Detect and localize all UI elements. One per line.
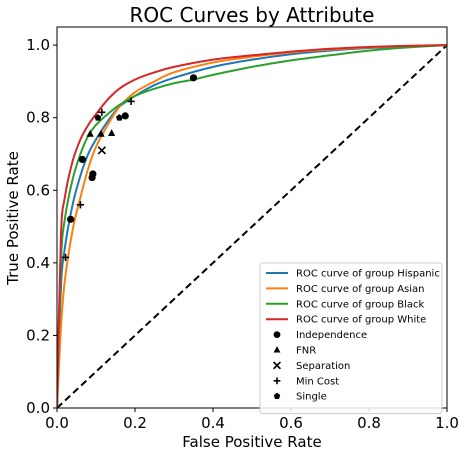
independence-marker-1 (78, 155, 86, 164)
x-tick-label-0: 0.0 (45, 414, 69, 432)
roc-curve-series-2 (57, 44, 447, 408)
y-tick-label-4: 0.8 (26, 109, 50, 127)
legend-label-min-cost: Min Cost (296, 376, 339, 387)
y-tick-label-3: 0.6 (26, 181, 50, 199)
y-tick-label-1: 0.2 (26, 326, 50, 344)
legend-marker-independence (273, 331, 281, 338)
legend-label-series-0: ROC curve of group Hispanic (296, 269, 440, 280)
legend-marker-min-cost (273, 377, 281, 385)
x-tick-label-2: 0.4 (201, 414, 225, 432)
min-cost-marker-1 (76, 201, 84, 209)
fnr-marker-1 (97, 129, 105, 137)
legend-label-single: Single (296, 392, 327, 403)
independence-marker-3 (89, 170, 97, 178)
legend-label-independence: Independence (296, 330, 367, 341)
x-tick-label-5: 1.0 (435, 414, 459, 432)
y-axis-label: True Positive Rate (4, 151, 22, 286)
legend-label-series-3: ROC curve of group White (296, 315, 426, 326)
x-axis-label: False Positive Rate (182, 433, 321, 451)
x-tick-label-4: 0.8 (357, 414, 381, 432)
legend-marker-separation (273, 361, 281, 370)
x-tick-label-1: 0.2 (123, 414, 147, 432)
y-tick-label-5: 1.0 (26, 36, 50, 54)
reference-diagonal-line (57, 44, 447, 408)
x-tick-label-3: 0.6 (279, 414, 303, 432)
roc-curve-series-3 (57, 44, 447, 408)
legend-marker-fnr (273, 346, 281, 353)
min-cost-marker-3 (127, 97, 135, 105)
legend-label-fnr: FNR (296, 346, 316, 357)
separation-marker-0 (97, 146, 107, 155)
plot-frame (56, 26, 448, 409)
independence-marker-4 (121, 112, 129, 120)
legend: ROC curve of group Hispanic ROC curve of … (259, 262, 443, 415)
independence-marker-0 (67, 215, 75, 223)
single-marker-0 (94, 114, 102, 121)
y-tick-label-0: 0.0 (26, 399, 50, 417)
fnr-marker-0 (86, 129, 94, 137)
min-cost-marker-2 (98, 108, 106, 116)
legend-label-series-1: ROC curve of group Asian (296, 284, 425, 295)
legend-label-separation: Separation (296, 361, 350, 372)
legend-marker-single (273, 392, 281, 399)
y-tick-label-2: 0.4 (26, 254, 50, 272)
min-cost-marker-0 (61, 253, 70, 262)
single-marker-1 (115, 114, 123, 121)
legend-label-series-2: ROC curve of group Black (296, 299, 424, 310)
independence-marker-5 (189, 74, 198, 82)
fnr-marker-2 (108, 129, 116, 137)
chart-title: ROC Curves by Attribute (130, 3, 375, 27)
legend-box (259, 262, 443, 415)
